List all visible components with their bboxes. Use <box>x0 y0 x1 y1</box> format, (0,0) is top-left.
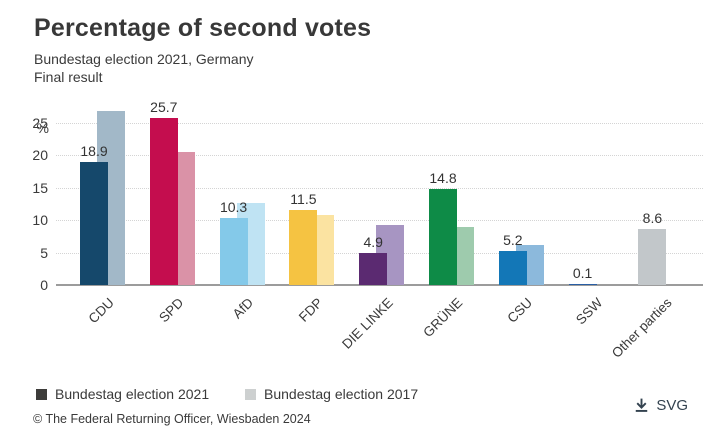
y-gridline <box>56 220 703 221</box>
bar-2021-csu <box>498 251 527 285</box>
x-axis-label-ssw: SSW <box>572 295 606 328</box>
subtitle-line-1: Bundestag election 2021, Germany <box>34 51 254 67</box>
x-axis-label-csu: CSU <box>504 295 536 326</box>
chart-legend: Bundestag election 2021 Bundestag electi… <box>0 386 720 408</box>
value-label-die-linke: 4.9 <box>363 234 383 251</box>
download-label: SVG <box>656 397 688 414</box>
x-axis-label-other-parties: Other parties <box>609 295 676 361</box>
bar-2021-ssw <box>568 284 597 285</box>
value-label-afd: 10.3 <box>219 199 248 216</box>
y-axis-tick-label: 15 <box>32 179 48 196</box>
value-label-cdu: 18.9 <box>80 143 108 160</box>
x-axis-line <box>56 284 703 286</box>
bar-chart: 0 5 10 15 20 25% 18.9 CDU 25.7 SPD 10.3 AfD 11.5 FDP 4… <box>0 98 720 380</box>
legend-label-2021: Bundestag election 2021 <box>55 386 210 402</box>
x-axis-label-die-linke: DIE LINKE <box>339 295 396 352</box>
bar-2021-other-parties <box>638 229 667 285</box>
legend-swatch-2021 <box>36 388 47 400</box>
copyright-text: © The Federal Returning Officer, Wiesbad… <box>33 412 311 426</box>
bar-2021-fdp <box>289 210 318 285</box>
x-axis-label-spd: SPD <box>156 295 187 326</box>
bar-2021-die-linke <box>359 253 388 285</box>
bar-2021-grüne <box>429 188 457 285</box>
value-label-grüne: 14.8 <box>429 169 457 186</box>
legend-item-2017: Bundestag election 2017 <box>245 386 418 402</box>
value-label-other-parties: 8.6 <box>642 210 663 227</box>
value-label-spd: 25.7 <box>150 98 178 115</box>
x-axis-label-grüne: GRÜNE <box>420 295 466 341</box>
y-gridline <box>56 187 703 189</box>
y-gridline <box>56 155 703 156</box>
value-label-fdp: 11.5 <box>290 191 317 208</box>
y-axis-unit-label: % <box>36 119 49 136</box>
y-axis-tick-label: 5 <box>40 244 48 261</box>
value-label-ssw: 0.1 <box>572 265 593 282</box>
legend-label-2017: Bundestag election 2017 <box>264 386 419 402</box>
chart-subtitle: Bundestag election 2021, Germany Final r… <box>34 50 253 87</box>
y-gridline <box>56 122 703 124</box>
legend-swatch-2017 <box>245 388 256 400</box>
page-title: Percentage of second votes <box>34 14 372 42</box>
y-axis-tick-label: 25 <box>32 114 48 131</box>
legend-item-2021: Bundestag election 2021 <box>36 386 209 402</box>
download-icon <box>633 397 650 414</box>
svg-download-link[interactable]: SVG <box>633 397 688 414</box>
value-label-csu: 5.2 <box>503 232 523 249</box>
x-axis-label-fdp: FDP <box>296 295 327 325</box>
x-axis-label-afd: AfD <box>229 295 257 322</box>
subtitle-line-2: Final result <box>34 69 103 86</box>
y-axis-tick-label: 10 <box>32 212 48 228</box>
bar-2021-afd <box>219 218 248 285</box>
bar-2021-spd <box>149 117 178 285</box>
y-axis-tick-label: 20 <box>32 147 48 163</box>
x-axis-label-cdu: CDU <box>85 295 117 327</box>
y-axis-tick-label: 0 <box>40 277 48 293</box>
bar-2021-cdu <box>80 162 108 285</box>
